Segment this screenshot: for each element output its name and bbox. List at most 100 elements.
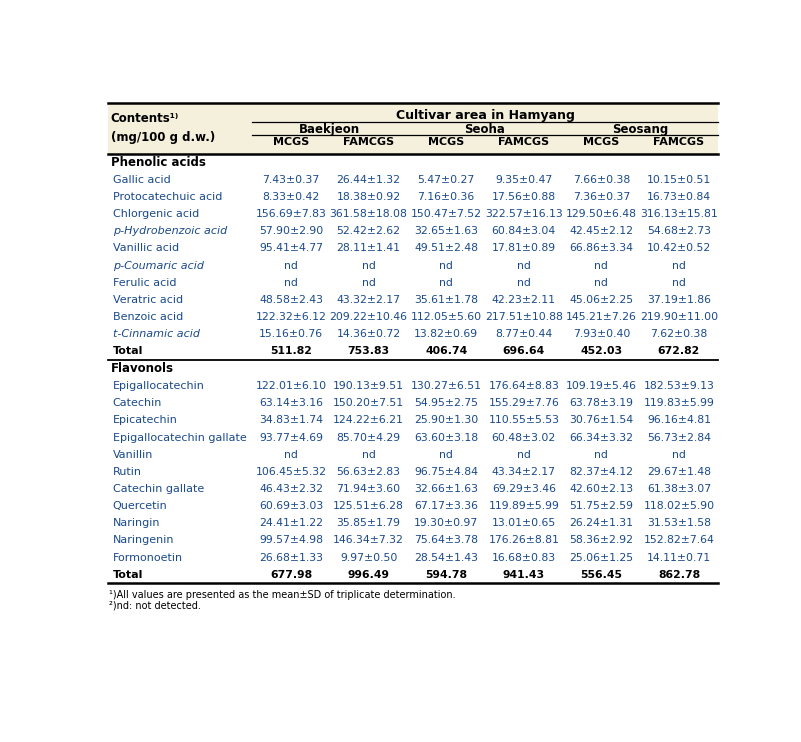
Text: nd: nd (362, 450, 376, 460)
Text: 45.06±2.25: 45.06±2.25 (570, 295, 634, 305)
Text: 63.60±3.18: 63.60±3.18 (414, 433, 478, 442)
Text: 753.83: 753.83 (348, 347, 389, 356)
Text: 182.53±9.13: 182.53±9.13 (643, 381, 714, 391)
Text: nd: nd (594, 278, 608, 288)
Text: Total: Total (112, 570, 143, 580)
Text: Catechin gallate: Catechin gallate (112, 484, 203, 494)
Text: nd: nd (284, 450, 298, 460)
Text: nd: nd (439, 278, 453, 288)
Text: 56.63±2.83: 56.63±2.83 (336, 467, 400, 477)
Text: 48.58±2.43: 48.58±2.43 (259, 295, 323, 305)
Text: 95.41±4.77: 95.41±4.77 (259, 243, 323, 254)
Text: 14.11±0.71: 14.11±0.71 (647, 553, 711, 562)
Text: Ferulic acid: Ferulic acid (112, 278, 176, 288)
Text: 71.94±3.60: 71.94±3.60 (336, 484, 400, 494)
Text: 35.85±1.79: 35.85±1.79 (336, 518, 400, 528)
Text: 150.20±7.51: 150.20±7.51 (333, 398, 405, 408)
Bar (107, 103, 718, 154)
Text: Naringenin: Naringenin (112, 536, 174, 545)
Text: 16.68±0.83: 16.68±0.83 (492, 553, 556, 562)
Text: MCGS: MCGS (583, 137, 619, 147)
Text: 15.16±0.76: 15.16±0.76 (259, 329, 323, 339)
Text: 10.15±0.51: 10.15±0.51 (647, 175, 711, 185)
Text: 941.43: 941.43 (503, 570, 545, 580)
Text: 124.22±6.21: 124.22±6.21 (333, 416, 404, 425)
Text: 28.54±1.43: 28.54±1.43 (414, 553, 478, 562)
Text: 31.53±1.58: 31.53±1.58 (647, 518, 711, 528)
Text: 75.64±3.78: 75.64±3.78 (414, 536, 478, 545)
Text: 696.64: 696.64 (503, 347, 545, 356)
Text: 42.60±2.13: 42.60±2.13 (570, 484, 634, 494)
Text: Epicatechin: Epicatechin (112, 416, 177, 425)
Text: 66.86±3.34: 66.86±3.34 (570, 243, 634, 254)
Text: 322.57±16.13: 322.57±16.13 (485, 209, 562, 219)
Text: 16.73±0.84: 16.73±0.84 (647, 192, 711, 202)
Text: 109.19±5.46: 109.19±5.46 (566, 381, 637, 391)
Text: 54.95±2.75: 54.95±2.75 (414, 398, 478, 408)
Text: Veratric acid: Veratric acid (112, 295, 183, 305)
Text: 28.11±1.41: 28.11±1.41 (336, 243, 400, 254)
Text: Baekjeon: Baekjeon (300, 123, 360, 137)
Text: 176.64±8.83: 176.64±8.83 (489, 381, 559, 391)
Text: Quercetin: Quercetin (112, 501, 167, 511)
Text: 63.78±3.19: 63.78±3.19 (570, 398, 634, 408)
Text: 58.36±2.92: 58.36±2.92 (570, 536, 634, 545)
Text: 25.90±1.30: 25.90±1.30 (414, 416, 478, 425)
Text: 106.45±5.32: 106.45±5.32 (256, 467, 327, 477)
Text: Vanillin: Vanillin (112, 450, 153, 460)
Text: Cultivar area in Hamyang: Cultivar area in Hamyang (396, 109, 574, 122)
Text: 66.34±3.32: 66.34±3.32 (570, 433, 634, 442)
Text: Naringin: Naringin (112, 518, 160, 528)
Text: 99.57±4.98: 99.57±4.98 (259, 536, 323, 545)
Text: Catechin: Catechin (112, 398, 162, 408)
Text: 361.58±18.08: 361.58±18.08 (330, 209, 408, 219)
Text: nd: nd (362, 260, 376, 271)
Text: nd: nd (672, 260, 686, 271)
Text: 17.56±0.88: 17.56±0.88 (492, 192, 556, 202)
Text: 7.36±0.37: 7.36±0.37 (573, 192, 630, 202)
Text: 26.44±1.32: 26.44±1.32 (336, 175, 400, 185)
Text: 93.77±4.69: 93.77±4.69 (259, 433, 323, 442)
Text: 119.83±5.99: 119.83±5.99 (643, 398, 714, 408)
Text: 85.70±4.29: 85.70±4.29 (336, 433, 400, 442)
Text: FAMCGS: FAMCGS (498, 137, 549, 147)
Text: 5.47±0.27: 5.47±0.27 (417, 175, 475, 185)
Text: 32.65±1.63: 32.65±1.63 (414, 226, 478, 236)
Text: 25.06±1.25: 25.06±1.25 (570, 553, 634, 562)
Text: 406.74: 406.74 (425, 347, 467, 356)
Text: Protocatechuic acid: Protocatechuic acid (112, 192, 222, 202)
Text: 7.62±0.38: 7.62±0.38 (650, 329, 707, 339)
Text: 32.66±1.63: 32.66±1.63 (414, 484, 478, 494)
Text: 9.35±0.47: 9.35±0.47 (495, 175, 553, 185)
Text: 43.34±2.17: 43.34±2.17 (492, 467, 556, 477)
Text: nd: nd (284, 278, 298, 288)
Text: 13.82±0.69: 13.82±0.69 (414, 329, 478, 339)
Text: FAMCGS: FAMCGS (343, 137, 394, 147)
Text: 69.29±3.46: 69.29±3.46 (492, 484, 556, 494)
Text: Epigallocatechin: Epigallocatechin (112, 381, 204, 391)
Text: 35.61±1.78: 35.61±1.78 (414, 295, 478, 305)
Text: nd: nd (362, 278, 376, 288)
Text: 118.02±5.90: 118.02±5.90 (643, 501, 714, 511)
Text: 52.42±2.62: 52.42±2.62 (336, 226, 400, 236)
Text: 156.69±7.83: 156.69±7.83 (256, 209, 327, 219)
Text: Rutin: Rutin (112, 467, 142, 477)
Text: t-Cinnamic acid: t-Cinnamic acid (112, 329, 199, 339)
Text: 155.29±7.76: 155.29±7.76 (489, 398, 559, 408)
Text: 19.30±0.97: 19.30±0.97 (414, 518, 478, 528)
Text: 452.03: 452.03 (581, 347, 622, 356)
Text: 594.78: 594.78 (425, 570, 467, 580)
Text: 146.34±7.32: 146.34±7.32 (333, 536, 404, 545)
Text: 30.76±1.54: 30.76±1.54 (570, 416, 634, 425)
Text: 217.51±10.88: 217.51±10.88 (485, 312, 563, 322)
Text: nd: nd (439, 450, 453, 460)
Text: nd: nd (439, 260, 453, 271)
Text: 209.22±10.46: 209.22±10.46 (329, 312, 408, 322)
Text: 996.49: 996.49 (348, 570, 389, 580)
Text: p-Hydrobenzoic acid: p-Hydrobenzoic acid (112, 226, 227, 236)
Text: 17.81±0.89: 17.81±0.89 (492, 243, 556, 254)
Text: 42.23±2.11: 42.23±2.11 (492, 295, 556, 305)
Text: ¹)All values are presented as the mean±SD of triplicate determination.: ¹)All values are presented as the mean±S… (110, 590, 456, 600)
Text: Phenolic acids: Phenolic acids (111, 156, 206, 169)
Text: 96.16±4.81: 96.16±4.81 (647, 416, 711, 425)
